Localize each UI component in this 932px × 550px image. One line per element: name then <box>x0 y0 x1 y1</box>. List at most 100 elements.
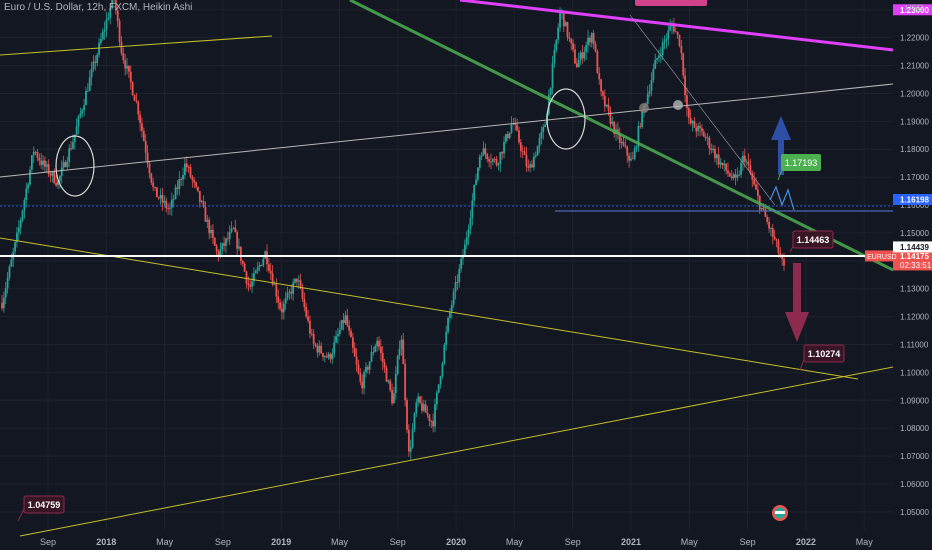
symbol-title[interactable]: Euro / U.S. Dollar, 12h, FXCM, Heikin As… <box>4 2 193 13</box>
candle-body <box>290 291 293 294</box>
candle-body <box>195 182 198 187</box>
candle-body <box>551 63 554 88</box>
price-level-tag[interactable]: 1.23000 <box>893 4 932 16</box>
highlight-ellipse-right[interactable] <box>546 88 586 150</box>
candle-body <box>575 63 578 68</box>
green-descending-trendline[interactable] <box>349 0 894 272</box>
marker-dot-right[interactable] <box>673 100 683 110</box>
candle-body <box>708 137 711 149</box>
candle-body <box>353 347 356 357</box>
candle-body <box>258 265 261 268</box>
candle-body <box>154 187 156 188</box>
candle-body <box>721 162 724 166</box>
annotation-callout-3[interactable]: 1.10274 <box>803 344 845 363</box>
price-axis[interactable]: 1.23000 1.22000 1.21000 1.20000 1.19000 1.180… <box>893 0 932 550</box>
candle-body <box>228 231 231 239</box>
down-arrow[interactable] <box>785 263 809 342</box>
price-level-tag[interactable]: 1.14439 <box>893 241 932 253</box>
candle-body <box>70 148 72 150</box>
candle-body <box>133 95 136 101</box>
yellow-descending-trendline[interactable] <box>0 237 859 380</box>
candle-body <box>40 160 43 165</box>
candle-body <box>738 174 741 176</box>
candle-body <box>693 121 696 128</box>
candle-body <box>480 155 483 157</box>
price-tick-label: 1.15000 <box>900 229 929 238</box>
candle-body <box>652 69 655 81</box>
bottom-indicator-icon[interactable] <box>772 505 788 521</box>
candle-body <box>505 134 507 142</box>
yellow-upper-left-trendline[interactable] <box>0 35 273 56</box>
projection-zigzag[interactable] <box>769 185 795 211</box>
price-tick-label: 1.06000 <box>900 480 929 489</box>
candle-body <box>714 148 716 159</box>
candle-body <box>351 337 354 348</box>
annotation-callout-4[interactable]: 1.04759 <box>23 495 65 514</box>
top-magenta-label[interactable] <box>635 0 707 6</box>
candle-body <box>717 154 720 165</box>
candle-body <box>568 37 571 39</box>
candle-body <box>346 315 349 326</box>
candle-body <box>64 162 67 167</box>
candle-body <box>411 429 414 448</box>
candle-body <box>598 73 601 80</box>
candle-body <box>180 179 183 180</box>
time-axis[interactable]: Sep 2018 May Sep 2019 May Sep 2020 May Sep 2021 May… <box>40 537 873 547</box>
candle-body <box>648 90 651 94</box>
candle-body <box>566 22 569 38</box>
candle-body <box>775 239 778 241</box>
candle-body <box>337 334 339 337</box>
candle-body <box>17 227 20 233</box>
highlight-ellipse-left[interactable] <box>55 135 95 197</box>
candle-body <box>29 169 31 185</box>
candle-body <box>241 260 244 264</box>
candle-body <box>323 356 326 357</box>
annotation-callout-2[interactable]: 1.14463 <box>792 230 834 249</box>
candle-body <box>740 162 742 175</box>
yellow-ascending-support-line[interactable] <box>19 366 894 537</box>
candle-body <box>538 138 541 147</box>
annotation-callout-1[interactable]: 1.17193 <box>781 154 821 171</box>
marker-dot-left[interactable] <box>639 103 649 113</box>
candle-body <box>503 141 505 154</box>
callout-2-text: 1.14463 <box>797 235 830 245</box>
candle-body <box>654 59 657 70</box>
candle-body <box>92 61 95 69</box>
grey-ascending-channel-line[interactable] <box>0 83 894 178</box>
candle-body <box>770 228 772 229</box>
candle-body <box>781 257 784 259</box>
price-tick-label: 1.16000 <box>900 201 929 210</box>
candle-body <box>605 104 608 107</box>
candle-body <box>322 353 324 357</box>
price-tick-label: 1.07000 <box>900 452 929 461</box>
candle-body <box>687 108 690 118</box>
candle-body <box>424 404 427 413</box>
candle-body <box>172 199 175 200</box>
candle-body <box>100 39 102 43</box>
candle-body <box>79 113 82 117</box>
candle-body <box>269 270 272 274</box>
candle-body <box>116 10 119 21</box>
price-tick-label: 1.08000 <box>900 424 929 433</box>
candle-body <box>8 266 11 278</box>
candle-body <box>475 179 477 185</box>
magenta-resistance-trendline[interactable] <box>459 0 894 52</box>
candle-body <box>491 159 494 162</box>
candle-body <box>219 249 222 257</box>
candle-body <box>672 23 675 32</box>
candle-body <box>637 126 640 147</box>
candle-body <box>445 331 448 345</box>
candle-body <box>588 37 591 43</box>
thin-descending-path[interactable] <box>629 14 776 206</box>
price-level-tag[interactable]: 1.16198 <box>893 194 932 206</box>
candle-body <box>510 124 513 133</box>
candle-body <box>540 131 543 139</box>
candle-body <box>753 179 756 185</box>
candle-body <box>743 155 746 162</box>
candle-body <box>316 345 319 353</box>
candle-body <box>281 308 283 313</box>
candle-body <box>299 280 302 288</box>
